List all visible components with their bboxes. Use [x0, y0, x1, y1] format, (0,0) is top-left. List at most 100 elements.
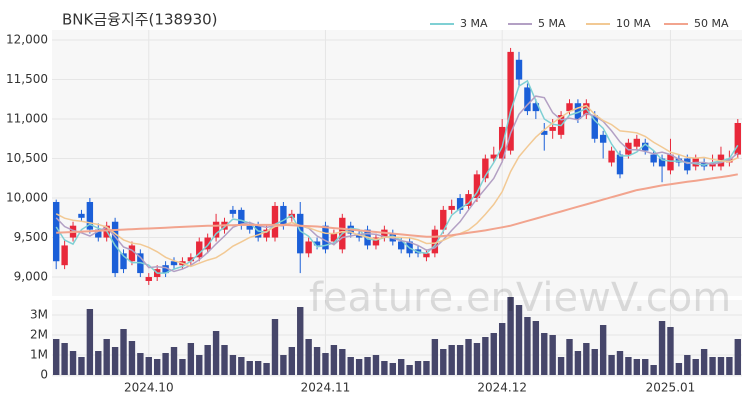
volume-bar — [111, 347, 119, 375]
volume-bar — [153, 359, 161, 375]
volume-bar — [221, 345, 228, 375]
volume-bar — [667, 327, 674, 375]
volume-bar — [583, 343, 590, 375]
volume-bar — [574, 351, 582, 375]
y-tick-label: 12,000 — [6, 33, 48, 47]
volume-bar — [709, 357, 716, 375]
candle-body — [95, 229, 102, 238]
candle-body — [473, 174, 481, 199]
y-tick-label: 1M — [30, 348, 48, 362]
candle-body — [465, 194, 472, 206]
candle-body — [616, 154, 624, 175]
volume-bar — [229, 355, 237, 375]
candle-body — [145, 277, 152, 281]
volume-bar — [599, 325, 607, 375]
volume-bar — [179, 359, 186, 375]
candle-body — [574, 103, 582, 120]
x-tick-label: 2024.12 — [477, 381, 527, 395]
volume-bar — [297, 307, 304, 375]
volume-bar — [616, 351, 624, 375]
volume-bar — [69, 351, 77, 375]
volume-bar — [406, 365, 413, 375]
candle-body — [734, 122, 741, 155]
candle-body — [53, 201, 60, 262]
volume-bar — [204, 345, 211, 375]
legend-label: 3 MA — [460, 17, 488, 30]
candle-body — [61, 245, 68, 266]
candle-body — [625, 142, 632, 155]
volume-bar — [482, 337, 489, 375]
candle-body — [78, 213, 85, 218]
candle-body — [456, 198, 464, 210]
volume-bar — [95, 351, 102, 375]
volume-bar — [61, 343, 68, 375]
volume-bar — [717, 357, 725, 375]
ma-line — [55, 104, 739, 268]
volume-bar — [162, 353, 169, 375]
candle-body — [246, 225, 253, 230]
volume-bar — [456, 345, 464, 375]
volume-bar — [120, 329, 127, 375]
volume-bar — [355, 359, 363, 375]
y-tick-label: 11,500 — [6, 72, 48, 86]
volume-bar — [591, 349, 598, 375]
volume-bar — [381, 361, 388, 375]
candle-body — [541, 130, 548, 135]
candle-body — [204, 237, 211, 250]
candle-body — [431, 229, 439, 254]
volume-bar — [364, 357, 371, 375]
volume-bar — [389, 363, 396, 375]
volume-bar — [347, 357, 354, 375]
volume-bar — [608, 355, 615, 375]
volume-bar — [254, 361, 262, 375]
candle-body — [170, 261, 178, 266]
volume-bar — [330, 345, 338, 375]
volume-bar — [313, 347, 321, 375]
candle-body — [212, 221, 220, 238]
x-tick-label: 2024.11 — [301, 381, 351, 395]
x-tick-label: 2024.10 — [124, 381, 174, 395]
volume-bar — [440, 349, 447, 375]
candle-body — [313, 241, 321, 246]
candle-body — [128, 245, 136, 262]
volume-bar — [532, 321, 540, 375]
volume-bar — [263, 363, 270, 375]
volume-bar — [515, 305, 523, 375]
volume-bar — [541, 333, 548, 375]
y-tick-label: 0 — [40, 368, 48, 382]
volume-bar — [490, 333, 497, 375]
candle-body — [229, 209, 237, 214]
legend-label: 5 MA — [538, 17, 566, 30]
candle-body — [490, 154, 497, 159]
y-tick-label: 10,500 — [6, 151, 48, 165]
volume-bar — [137, 353, 144, 375]
volume-bar — [507, 297, 514, 375]
volume-bar — [633, 359, 641, 375]
legend-label: 10 MA — [616, 17, 651, 30]
candle-body — [187, 257, 195, 262]
candle-body — [196, 241, 203, 258]
price-plot — [52, 30, 742, 296]
volume-bar — [524, 317, 531, 375]
candle-body — [423, 253, 430, 258]
candle-body — [532, 103, 540, 112]
candle-body — [271, 205, 279, 238]
y-tick-label: 2M — [30, 328, 48, 342]
candle-body — [498, 126, 506, 159]
volume-bar — [187, 343, 195, 375]
ma-line — [55, 79, 739, 274]
volume-bar — [86, 309, 94, 375]
candle-body — [120, 253, 127, 270]
candle-body — [566, 103, 573, 112]
y-tick-label: 9,500 — [14, 230, 48, 244]
volume-bar — [566, 339, 573, 375]
chart-title: BNK금융지주(138930) — [62, 11, 218, 29]
candle-body — [507, 51, 514, 151]
volume-bar — [128, 341, 136, 375]
candle-body — [448, 205, 455, 210]
volume-bar — [658, 321, 666, 375]
volume-bar — [271, 319, 279, 375]
volume-bar — [642, 359, 649, 375]
volume-bar — [53, 339, 60, 375]
volume-bar — [498, 323, 506, 375]
